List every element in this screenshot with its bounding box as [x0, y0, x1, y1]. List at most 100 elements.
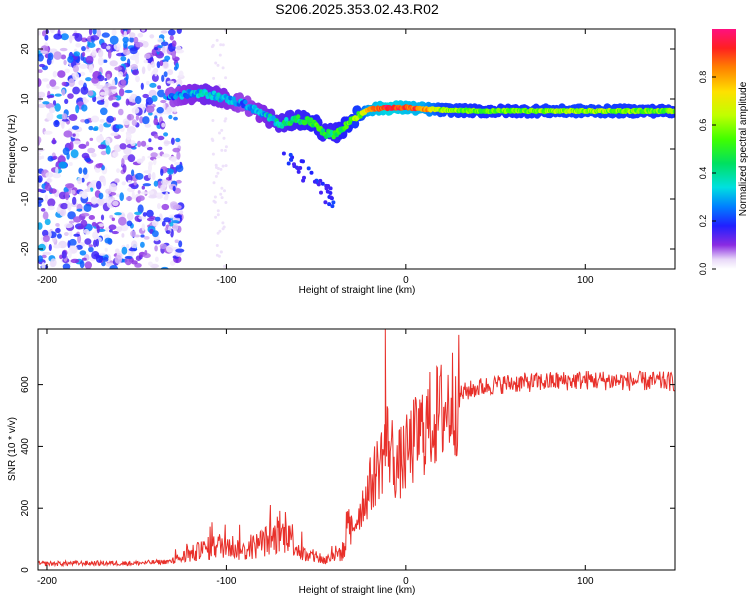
heatmap-noise-cell — [78, 143, 87, 149]
heatmap-signal-cell — [308, 117, 314, 123]
heatmap-noise-cell — [141, 223, 146, 231]
heatmap-signal-cell — [325, 189, 330, 194]
heatmap-noise-cell — [56, 233, 62, 239]
y-tick-label: 0 — [20, 567, 31, 573]
heatmap-signal-cell — [328, 186, 333, 191]
heatmap-noise-cell — [148, 163, 152, 173]
heatmap-noise-cell — [38, 222, 43, 230]
x-tick-label: 100 — [577, 275, 594, 286]
heatmap-noise-cell — [67, 211, 76, 220]
heatmap-noise-cell — [140, 140, 147, 147]
heatmap-noise-cell — [108, 95, 114, 101]
heatmap-noise-cell — [61, 88, 66, 96]
heatmap-noise-cell — [50, 258, 57, 267]
y-tick-label: 200 — [20, 499, 31, 516]
heatmap-noise-cell — [105, 137, 111, 146]
heatmap-noise-cell — [52, 137, 56, 145]
heatmap-noise-cell — [115, 248, 120, 254]
heatmap-noise-cell — [173, 116, 178, 121]
heatmap-noise-cell — [64, 232, 69, 236]
heatmap-noise-cell — [122, 36, 129, 44]
heatmap-noise-cell — [97, 49, 104, 58]
heatmap-noise-cell — [118, 216, 127, 226]
heatmap-noise-cell — [106, 73, 111, 81]
heatmap-noise-cell — [81, 46, 86, 52]
heatmap-noise-cell — [157, 135, 165, 141]
heatmap-noise-cell — [52, 70, 58, 78]
heatmap-noise-cell — [157, 37, 164, 44]
heatmap-noise-cell — [130, 63, 138, 71]
colorbar-label: Normalized spectral amplitude — [738, 81, 749, 216]
heatmap-noise-cell — [149, 82, 157, 88]
heatmap-noise-cell — [168, 173, 172, 180]
heatmap-noise-cell — [43, 130, 53, 135]
heatmap-noise-cell — [160, 266, 169, 269]
heatmap-noise-cell — [212, 181, 216, 185]
heatmap-noise-cell — [135, 75, 140, 83]
heatmap-noise-cell — [93, 239, 97, 248]
heatmap-noise-cell — [70, 258, 80, 264]
heatmap-noise-cell — [151, 219, 159, 227]
heatmap-noise-cell — [143, 59, 148, 64]
heatmap-noise-cell — [119, 143, 127, 150]
heatmap-noise-cell — [150, 61, 156, 68]
heatmap-noise-cell — [97, 85, 103, 90]
heatmap-noise-cell — [215, 253, 219, 257]
y-tick-label: 20 — [20, 43, 31, 55]
heatmap-noise-cell — [91, 49, 97, 56]
heatmap-noise-cell — [59, 209, 65, 216]
heatmap-noise-cell — [218, 131, 221, 135]
heatmap-noise-cell — [106, 45, 111, 50]
heatmap-noise-cell — [175, 179, 182, 184]
colorbar-tick-label: 0.2 — [698, 215, 708, 228]
heatmap-noise-cell — [46, 83, 51, 89]
heatmap-noise-cell — [61, 250, 67, 259]
heatmap-noise-cell — [173, 66, 178, 71]
heatmap-noise-cell — [161, 45, 166, 54]
heatmap-noise-cell — [144, 53, 151, 59]
heatmap-noise-cell — [53, 51, 62, 60]
heatmap-noise-cell — [116, 226, 123, 232]
heatmap-noise-cell — [121, 181, 127, 186]
heatmap-noise-cell — [141, 66, 146, 75]
heatmap-noise-cell — [121, 246, 128, 255]
colorbar-gradient — [712, 29, 736, 269]
heatmap-noise-cell — [88, 244, 94, 248]
heatmap-noise-cell — [42, 235, 50, 243]
heatmap-noise-cell — [141, 29, 146, 32]
heatmap-noise-cell — [44, 194, 49, 202]
heatmap-noise-cell — [102, 257, 109, 262]
snr-panel: -200 -100 0 100 0 200 400 600 Height of straig… — [7, 328, 676, 596]
heatmap-noise-cell — [165, 230, 171, 234]
heatmap-noise-cell — [160, 99, 167, 104]
heatmap-noise-cell — [73, 51, 81, 57]
heatmap-noise-cell — [157, 85, 162, 90]
x-tick-label: 0 — [403, 275, 409, 286]
heatmap-noise-cell — [124, 89, 133, 94]
heatmap-noise-cell — [127, 154, 136, 163]
heatmap-noise-cell — [84, 118, 90, 124]
heatmap-noise-cell — [134, 211, 142, 215]
heatmap-noise-cell — [130, 230, 137, 237]
heatmap-noise-cell — [109, 35, 119, 45]
heatmap-noise-cell — [223, 189, 226, 193]
heatmap-noise-cell — [211, 139, 215, 142]
heatmap-noise-cell — [137, 195, 145, 201]
heatmap-noise-cell — [140, 191, 149, 195]
heatmap-noise-cell — [100, 150, 107, 156]
heatmap-noise-cell — [147, 173, 152, 179]
heatmap-noise-cell — [148, 261, 153, 266]
heatmap-noise-cell — [143, 170, 152, 174]
heatmap-noise-cell — [40, 208, 46, 212]
heatmap-noise-cell — [161, 153, 170, 158]
spectrogram-x-label: Height of straight line (km) — [299, 285, 416, 296]
heatmap-noise-cell — [83, 229, 90, 234]
heatmap-noise-cell — [80, 119, 86, 123]
heatmap-noise-cell — [68, 114, 78, 121]
heatmap-noise-cell — [75, 104, 80, 114]
heatmap-noise-cell — [149, 216, 156, 219]
spectrogram-heatmap — [38, 29, 675, 269]
heatmap-noise-cell — [159, 243, 167, 250]
heatmap-noise-cell — [126, 244, 130, 249]
